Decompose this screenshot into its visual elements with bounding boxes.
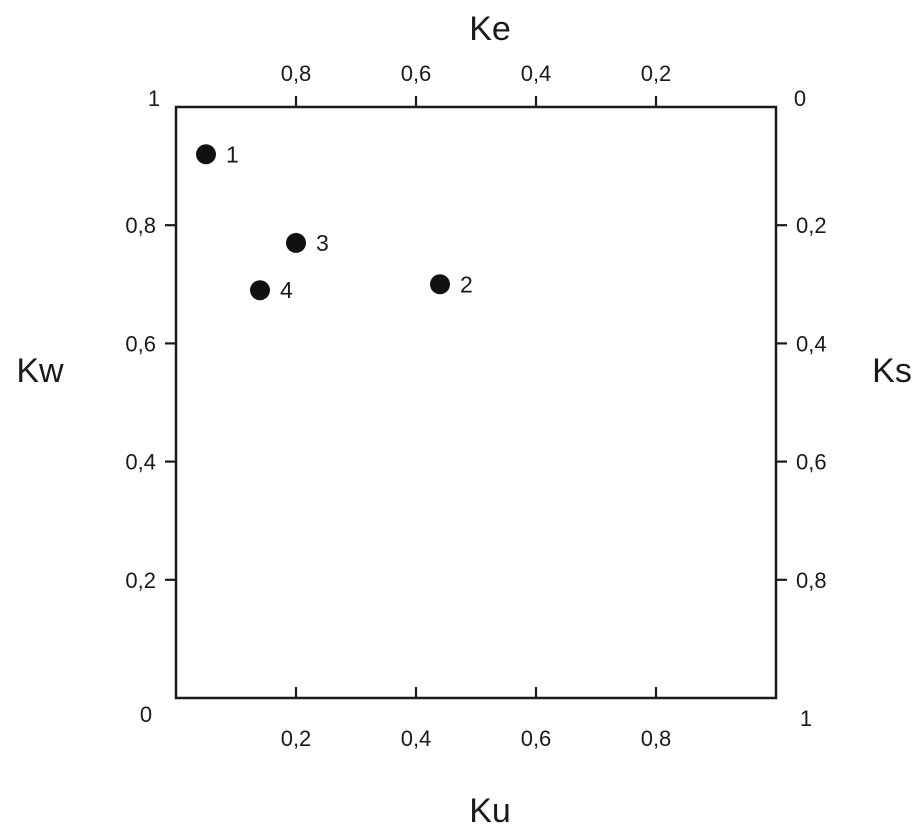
bottom-tick-label: 0,2	[281, 726, 312, 751]
left-tick-label: 0,4	[125, 450, 156, 475]
data-point-1	[196, 144, 216, 165]
bottom-tick-label: 0,8	[641, 726, 672, 751]
left-tick-label: 0,8	[125, 213, 156, 238]
data-point-3	[286, 232, 306, 253]
data-points: 1 2 34	[196, 141, 473, 303]
top-tick-label: 0,8	[281, 61, 312, 86]
axis-title-top: Ke	[469, 10, 511, 48]
right-tick-label: 0,4	[796, 331, 827, 356]
data-point-label-1: 1	[226, 141, 239, 167]
axis-title-right: Ks	[872, 352, 912, 390]
right-axis-ticks: 0,2 0,4 0,6 0,8	[776, 213, 827, 593]
data-point-2	[430, 274, 450, 295]
right-tick-label: 0,2	[796, 213, 827, 238]
bottom-tick-label: 0,4	[401, 726, 432, 751]
corner-label-top-left: 1	[148, 86, 160, 111]
corner-label-bottom-left: 0	[140, 702, 152, 727]
corner-label-top-right: 0	[794, 86, 806, 111]
data-point-label-4: 4	[280, 277, 293, 303]
data-point-label-3: 3	[316, 230, 329, 256]
data-point-label-2: 2	[460, 271, 473, 297]
axis-title-left: Kw	[16, 352, 64, 390]
plot-frame	[174, 105, 778, 700]
bottom-axis-ticks: 0,2 0,4 0,6 0,8	[281, 687, 672, 751]
right-tick-label: 0,6	[796, 450, 827, 475]
top-tick-label: 0,2	[641, 61, 672, 86]
corner-label-bottom-right: 1	[800, 706, 812, 731]
left-tick-label: 0,6	[125, 331, 156, 356]
top-tick-label: 0,6	[401, 61, 432, 86]
right-tick-label: 0,8	[796, 568, 827, 593]
top-axis-ticks: 0,8 0,6 0,4 0,2	[281, 61, 672, 107]
axis-title-bottom: Ku	[469, 792, 511, 830]
bottom-tick-label: 0,6	[521, 726, 552, 751]
data-point-4	[250, 280, 270, 301]
left-axis-ticks: 0,2 0,4 0,6 0,8	[125, 213, 176, 593]
top-tick-label: 0,4	[521, 61, 552, 86]
left-tick-label: 0,2	[125, 568, 156, 593]
